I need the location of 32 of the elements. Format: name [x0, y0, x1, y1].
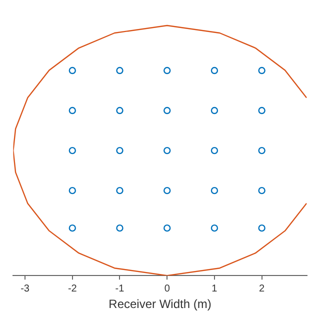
point [210, 146, 218, 154]
point [258, 66, 266, 74]
point [68, 186, 76, 194]
point [210, 106, 218, 114]
point [258, 106, 266, 114]
point [164, 106, 171, 114]
x-tick-label: -2 [68, 283, 78, 294]
point [68, 224, 76, 232]
x-tick-label: 1 [212, 283, 218, 294]
point [116, 224, 124, 232]
point [116, 186, 124, 194]
point [164, 66, 171, 74]
x-tick-label: 0 [164, 283, 170, 294]
point [116, 66, 124, 74]
point [164, 224, 171, 232]
point [164, 186, 171, 194]
point [116, 106, 124, 114]
point [210, 66, 218, 74]
x-axis-title: Receiver Width (m) [108, 297, 212, 312]
point [258, 186, 266, 194]
point [210, 186, 218, 194]
point [258, 224, 266, 232]
point [116, 146, 124, 154]
x-tick-label: -1 [115, 283, 125, 294]
x-tick-label: 2 [259, 283, 266, 294]
point [68, 106, 76, 114]
point [68, 146, 76, 154]
point [164, 146, 171, 154]
point [258, 146, 266, 154]
point [210, 224, 218, 232]
x-tick-label: -3 [20, 283, 30, 294]
point [68, 66, 76, 74]
